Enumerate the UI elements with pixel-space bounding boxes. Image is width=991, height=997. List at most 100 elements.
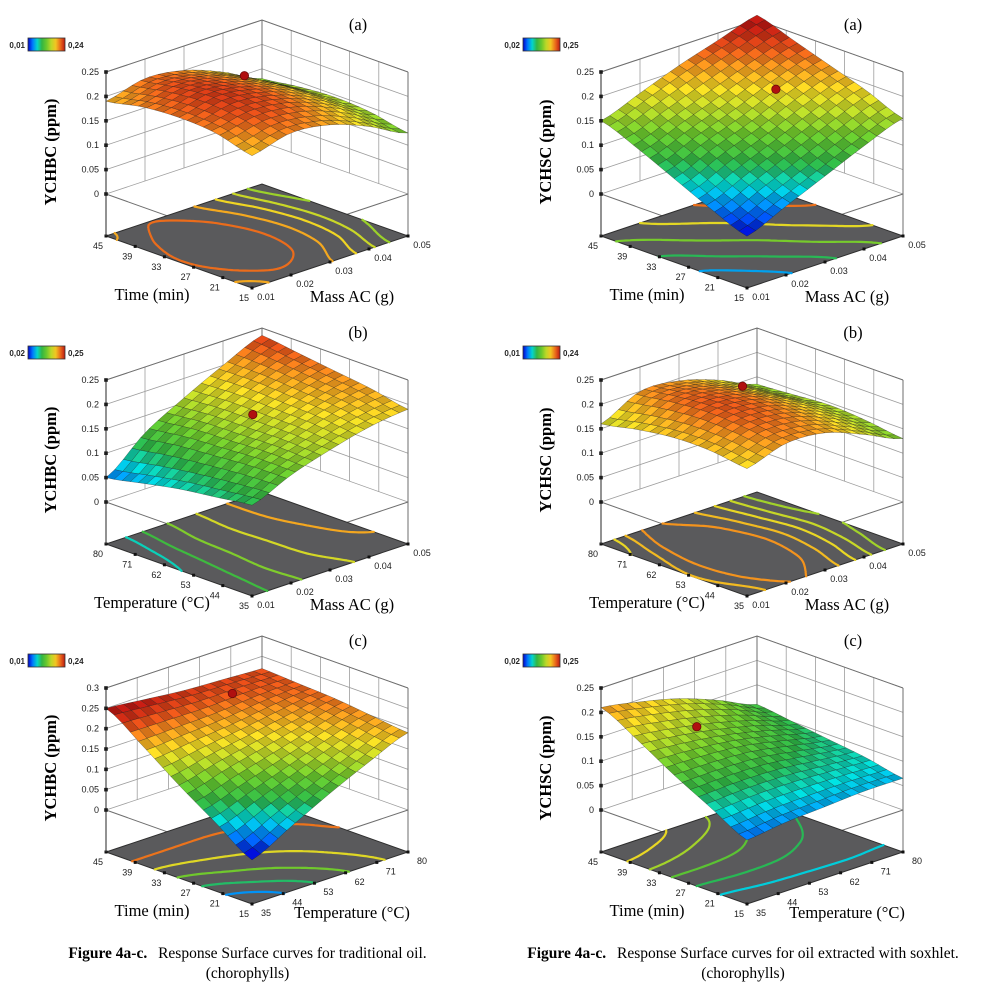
colorbar-min-label: 0,02 [504,657,520,666]
left-axis-label: Temperature (°C) [589,593,705,612]
figure-captions: Figure 4a-c. Response Surface curves for … [0,924,991,984]
svg-text:80: 80 [417,856,427,866]
z-axis-label: YCHBC (ppm) [41,99,60,206]
svg-text:0.03: 0.03 [830,266,848,276]
z-tick-label: 0.1 [581,756,594,766]
colorbar-min-label: 0,02 [9,349,25,358]
caption-traditional-oil: Figure 4a-c. Response Surface curves for … [0,944,495,984]
caption-text: Response Surface curves for oil extracte… [617,945,959,962]
contour-floor [599,491,905,597]
svg-text:0.01: 0.01 [752,600,770,610]
svg-text:39: 39 [617,251,627,261]
colorbar-min-label: 0,01 [9,41,25,50]
caption-soxhlet-oil: Figure 4a-c. Response Surface curves for … [495,944,991,984]
svg-text:15: 15 [734,293,744,303]
contour-line [195,512,356,564]
surface-mesh [105,69,409,157]
contour-line [648,815,711,871]
z-tick-label: 0.25 [81,703,99,713]
surface-plots-grid: 45 39 33 27 21 15 0.01 0.02 0.03 0.04 0.05 0.25 0.2 0… [0,0,991,924]
z-tick-label: 0.15 [576,732,594,742]
z-tick-label: 0.15 [81,744,99,754]
svg-text:35: 35 [261,908,271,918]
z-tick-label: 0.1 [86,140,99,150]
contour-line [729,499,873,556]
svg-text:33: 33 [646,262,656,272]
right-axis-label: Temperature (°C) [294,903,410,922]
z-axis: 0.25 0.2 0.15 0.1 0.05 0 [576,67,603,236]
z-tick-label: 0.1 [581,448,594,458]
svg-text:0.03: 0.03 [335,266,353,276]
svg-text:35: 35 [239,601,249,611]
svg-text:0.01: 0.01 [257,600,275,610]
colorbar: 0,01 0,24 [9,653,84,668]
svg-text:21: 21 [210,899,220,909]
z-axis: 0.25 0.2 0.15 0.1 0.05 0 [81,67,108,236]
z-tick-label: 0.2 [86,91,99,101]
svg-text:71: 71 [881,866,891,876]
optimum-point-marker [771,84,781,94]
panel-letter: (a) [844,15,862,34]
right-axis-label: Mass AC (g) [805,287,889,306]
panel-letter: (a) [349,15,367,34]
right-axis-label: Mass AC (g) [310,287,394,306]
panel-letter: (b) [843,323,862,342]
svg-text:27: 27 [181,888,191,898]
svg-text:62: 62 [850,877,860,887]
z-tick-label: 0.15 [81,424,99,434]
z-tick-label: 0.2 [86,724,99,734]
svg-text:27: 27 [676,888,686,898]
svg-text:33: 33 [646,878,656,888]
caption-text: Response Surface curves for traditional … [158,945,427,962]
colorbar-max-label: 0,24 [563,349,579,358]
panel-cell-1: 45 39 33 27 21 15 0.01 0.02 0.03 0.04 0.05 0.25 0.2 0… [0,0,495,308]
z-tick-label: 0 [589,805,594,815]
z-tick-label: 0 [94,189,99,199]
svg-text:0.01: 0.01 [257,292,275,302]
panel-cell-6: 45 39 33 27 21 15 35 44 53 62 71 80 0.25 0.2 0.15 0.1 0.… [495,616,991,924]
svg-text:0.04: 0.04 [869,561,887,571]
contour-line [141,530,269,592]
colorbar: 0,01 0,24 [504,345,579,360]
optimum-point-marker [227,688,238,699]
svg-text:39: 39 [122,251,132,261]
right-axis-label: Mass AC (g) [310,595,394,614]
svg-text:39: 39 [617,867,627,877]
svg-text:53: 53 [181,580,191,590]
contour-line [613,505,857,561]
left-axis-label: Time (min) [114,901,189,920]
z-tick-label: 0.05 [81,165,99,175]
z-axis: 0.3 0.25 0.2 0.15 0.1 0.05 0 [81,683,108,852]
svg-text:15: 15 [734,909,744,919]
z-tick-label: 0.2 [86,399,99,409]
contour-floor [104,491,410,597]
floor-axis-ticks: 45 39 33 27 21 15 0.01 0.02 0.03 0.04 0.05 [588,234,926,303]
right-axis-label: Temperature (°C) [789,903,905,922]
surface-mesh [105,335,409,506]
contour-line [246,187,391,244]
svg-text:45: 45 [588,241,598,251]
svg-text:27: 27 [676,272,686,282]
surface-mesh [600,379,904,469]
z-axis-label: YCHSC (ppm) [536,100,555,205]
z-tick-label: 0.15 [576,116,594,126]
svg-text:80: 80 [93,549,103,559]
contour-line [743,495,886,552]
svg-text:35: 35 [756,908,766,918]
contour-line [201,879,317,888]
contour-line [113,205,334,284]
panel-letter: (c) [349,631,367,650]
z-tick-label: 0 [589,189,594,199]
z-tick-label: 0.1 [86,764,99,774]
svg-text:71: 71 [617,559,627,569]
svg-text:53: 53 [323,887,333,897]
svg-text:0.01: 0.01 [752,292,770,302]
contour-line [657,254,838,260]
z-tick-label: 0.05 [81,473,99,483]
z-tick-label: 0 [94,497,99,507]
svg-text:0.04: 0.04 [869,253,887,263]
svg-text:27: 27 [181,272,191,282]
floor-axis-ticks: 45 39 33 27 21 15 35 44 53 62 71 80 [588,850,922,919]
